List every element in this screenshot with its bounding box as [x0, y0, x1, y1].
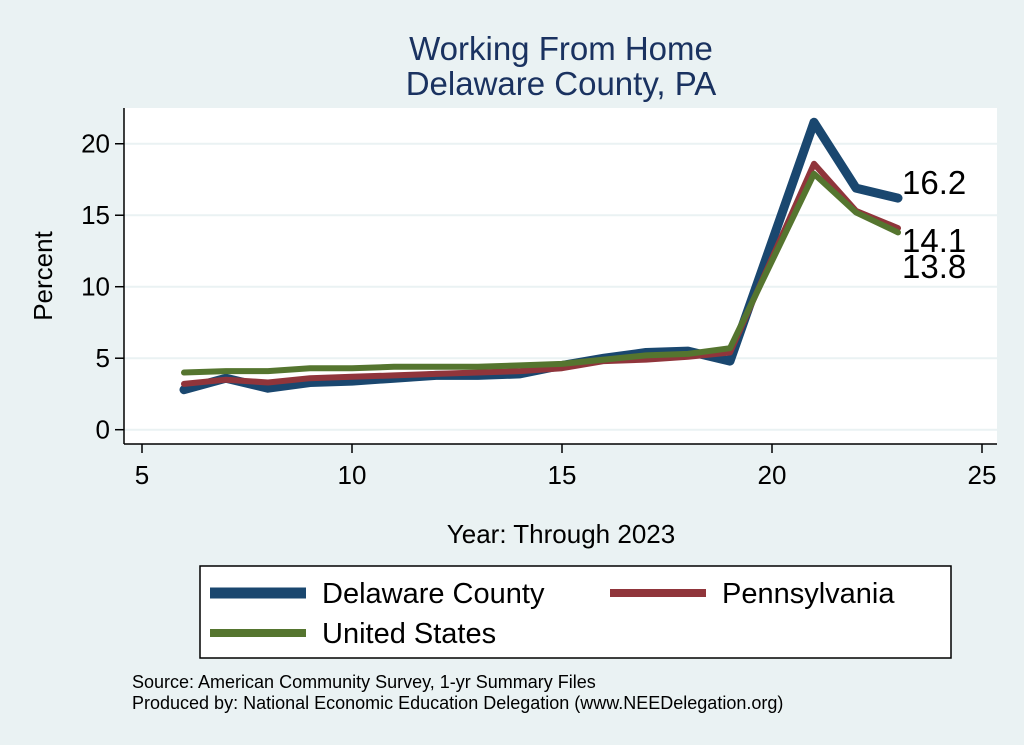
legend-label-pennsylvania: Pennsylvania	[722, 578, 895, 610]
x-tick-label: 10	[338, 460, 367, 490]
source-line-1: Source: American Community Survey, 1-yr …	[132, 672, 596, 692]
gridlines	[124, 142, 997, 431]
x-tick-label: 5	[135, 460, 149, 490]
y-tick-label: 5	[96, 343, 110, 373]
end-label-pennsylvania: 14.1	[902, 222, 966, 259]
source-line-2: Produced by: National Economic Education…	[132, 693, 783, 713]
chart-title-line-1: Working From Home	[409, 30, 713, 67]
x-axis-title: Year: Through 2023	[447, 519, 675, 549]
plot-area	[124, 108, 997, 444]
end-label-delaware-county: 16.2	[902, 164, 966, 201]
y-tick-label: 20	[81, 129, 110, 159]
y-tick-label: 10	[81, 272, 110, 302]
legend-label-delaware-county: Delaware County	[322, 578, 545, 610]
series-line-united-states	[181, 170, 901, 376]
legend: Delaware County Pennsylvania United States	[210, 578, 895, 650]
end-label-united-states: 13.8	[902, 248, 966, 285]
series-lines	[179, 117, 903, 395]
x-tick-label: 15	[548, 460, 577, 490]
chart-title-line-2: Delaware County, PA	[406, 65, 717, 102]
x-tick-label: 20	[758, 460, 787, 490]
y-tick-label: 0	[96, 415, 110, 445]
y-axis-title: Percent	[28, 230, 58, 320]
y-tick-label: 15	[81, 200, 110, 230]
legend-label-united-states: United States	[322, 618, 496, 650]
legend-box	[199, 565, 952, 659]
end-labels: 16.2 14.113.8	[902, 164, 966, 285]
x-tick-label: 25	[968, 460, 997, 490]
